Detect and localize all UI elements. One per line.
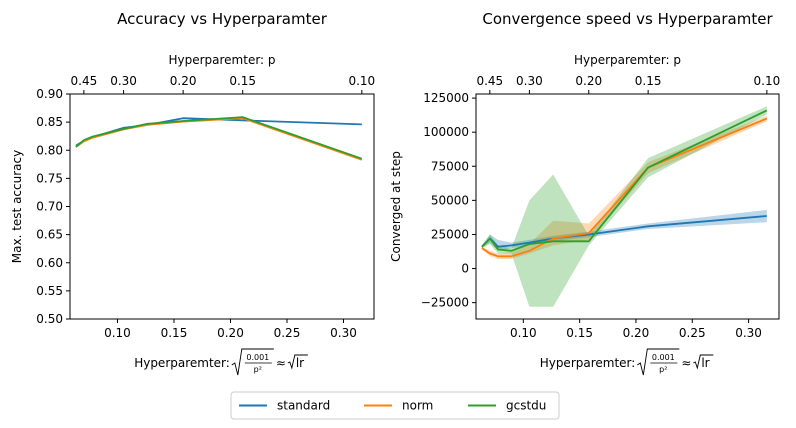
y-tick-label: 0 — [461, 262, 469, 276]
sqrt-sign — [287, 354, 308, 370]
y-tick-label: 0.85 — [36, 115, 63, 129]
series-line-gcstdu — [481, 109, 768, 252]
x-tick-label: 0.25 — [679, 326, 706, 340]
top-tick-label: 0.10 — [348, 74, 375, 88]
top-tick-label: 0.30 — [516, 74, 543, 88]
x-tick-label: 0.10 — [104, 326, 131, 340]
y-tick-label: 75000 — [431, 159, 469, 173]
confidence-band-gcstdu — [481, 106, 767, 307]
top-axis-label: Hyperparemter: p — [574, 53, 681, 67]
x-tick-label: 0.25 — [274, 326, 301, 340]
y-tick-label: 0.50 — [36, 312, 63, 326]
lr-text: lr — [701, 356, 709, 370]
x-tick-label: 0.15 — [566, 326, 593, 340]
y-tick-label: 0.55 — [36, 284, 63, 298]
legend: standard norm gcstdu — [230, 391, 560, 420]
y-tick-label: 25000 — [431, 227, 469, 241]
sqrt-sign — [637, 348, 680, 376]
sqrt-sign — [693, 354, 714, 370]
legend-label-standard: standard — [277, 399, 330, 413]
legend-label-norm: norm — [402, 399, 433, 413]
x-axis-label-prefix: Hyperparemter: — [134, 356, 230, 370]
top-tick-label: 0.30 — [110, 74, 137, 88]
y-axis-label: Converged at step — [389, 151, 403, 262]
confidence-band-norm — [481, 115, 767, 259]
fraction-numerator: 0.001 — [246, 353, 269, 362]
fraction-numerator: 0.001 — [652, 353, 675, 362]
convergence-panel: Convergence speed vs Hyperparamter 0.10 0.… — [389, 10, 781, 376]
x-tick-label: 0.20 — [217, 326, 244, 340]
approx-sign: ≈ — [681, 356, 691, 370]
fraction-denominator: p² — [659, 365, 667, 374]
x-axis-label: Hyperparemter: 0.001 p² ≈ lr — [540, 348, 714, 376]
plot-frame — [475, 93, 780, 320]
y-tick-label: 0.90 — [36, 87, 63, 101]
y-tick-label: 0.60 — [36, 256, 63, 270]
top-tick-label: 0.10 — [754, 74, 781, 88]
y-tick-label: 0.75 — [36, 171, 63, 185]
y-tick-label: 50000 — [431, 193, 469, 207]
x-tick-label: 0.10 — [510, 326, 537, 340]
top-tick-label: 0.20 — [170, 74, 197, 88]
series-line-gcstdu — [75, 116, 363, 160]
top-tick-label: 0.45 — [476, 74, 503, 88]
top-axis-label: Hyperparemter: p — [168, 53, 275, 67]
accuracy-panel: Accuracy vs Hyperparamter 0.10 0.15 0.20 0.2… — [10, 10, 375, 376]
top-tick-label: 0.15 — [635, 74, 662, 88]
y-tick-label: 0.65 — [36, 228, 63, 242]
y-tick-label: 125000 — [423, 91, 469, 105]
sqrt-sign — [231, 348, 274, 376]
y-axis-label: Max. test accuracy — [10, 150, 24, 263]
legend-label-gcstdu: gcstdu — [506, 399, 546, 413]
x-tick-label: 0.15 — [161, 326, 188, 340]
approx-sign: ≈ — [276, 356, 286, 370]
x-tick-label: 0.30 — [735, 326, 762, 340]
chart-title: Convergence speed vs Hyperparamter — [482, 10, 773, 28]
legend-box — [230, 391, 560, 420]
top-tick-label: 0.15 — [229, 74, 256, 88]
chart-title: Accuracy vs Hyperparamter — [117, 10, 328, 28]
fraction-denominator: p² — [254, 365, 262, 374]
x-tick-label: 0.30 — [330, 326, 357, 340]
y-tick-label: 0.80 — [36, 143, 63, 157]
y-tick-label: 100000 — [423, 125, 469, 139]
x-tick-label: 0.20 — [623, 326, 650, 340]
top-tick-label: 0.20 — [575, 74, 602, 88]
y-tick-label: −25000 — [421, 296, 469, 310]
series-line-norm — [481, 117, 768, 258]
series-line-norm — [75, 117, 363, 161]
series-line-standard — [75, 117, 362, 147]
x-axis-label-prefix: Hyperparemter: — [540, 356, 636, 370]
lr-text: lr — [296, 356, 304, 370]
y-tick-label: 0.70 — [36, 200, 63, 214]
plot-frame — [69, 93, 375, 320]
x-axis-label: Hyperparemter: 0.001 p² ≈ lr — [134, 348, 308, 376]
top-tick-label: 0.45 — [71, 74, 98, 88]
